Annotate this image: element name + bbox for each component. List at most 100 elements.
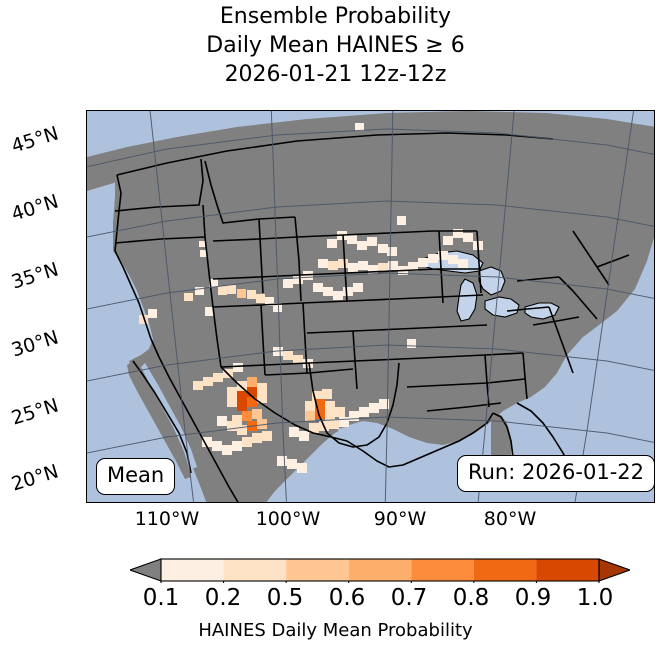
colorbar-band	[411, 559, 474, 581]
probability-cell	[312, 391, 322, 401]
map-plot	[87, 111, 654, 502]
probability-cell	[315, 409, 325, 419]
probability-cell	[357, 241, 367, 250]
probability-cell	[327, 239, 337, 248]
cbar-tick-0: 0.1	[142, 585, 180, 611]
probability-cell	[273, 347, 283, 356]
probability-cell	[463, 233, 473, 242]
ytick-label-45n: 45°N	[8, 122, 62, 158]
probability-cell	[277, 456, 287, 466]
probability-cell	[252, 433, 262, 443]
probability-cell	[237, 381, 247, 391]
probability-cell	[325, 401, 335, 411]
probability-cell	[293, 355, 303, 364]
probability-cell	[318, 259, 328, 268]
probability-cell	[339, 417, 349, 427]
probability-cell	[205, 307, 214, 316]
probability-cell	[359, 407, 369, 417]
probability-cell	[265, 297, 274, 306]
probability-cell	[303, 271, 313, 280]
probability-cell	[232, 441, 242, 451]
probability-cell	[218, 286, 227, 295]
probability-cell	[227, 421, 237, 431]
probability-cell	[329, 419, 339, 429]
colorbar-band	[161, 559, 224, 581]
probability-cell	[184, 293, 193, 301]
probability-cell	[387, 247, 397, 256]
colorbar-band	[223, 559, 287, 581]
colorbar-under-arrow	[130, 558, 162, 582]
probability-cell	[343, 287, 353, 296]
probability-cell	[353, 283, 363, 292]
colorbar-svg	[130, 558, 630, 583]
probability-cell	[293, 275, 303, 284]
probability-cell	[199, 241, 206, 247]
title-line-2: Daily Mean HAINES ≥ 6	[206, 33, 465, 58]
cbar-tick-4: 0.7	[390, 585, 428, 611]
probability-cell	[209, 279, 218, 287]
probability-cell	[193, 381, 203, 390]
probability-cell	[203, 377, 213, 386]
probability-cell	[378, 244, 388, 253]
probability-cell	[257, 419, 267, 429]
colorbar-band	[348, 559, 412, 581]
colorbar-over-arrow	[598, 558, 630, 582]
probability-cell	[257, 393, 267, 403]
probability-cell	[305, 401, 315, 411]
colorbar-band	[536, 559, 599, 581]
probability-cell	[195, 287, 204, 295]
probability-cell	[428, 254, 438, 263]
ytick-label-30n: 30°N	[8, 326, 62, 362]
colorbar-title: HAINES Daily Mean Probability	[198, 620, 473, 641]
probability-cell	[232, 415, 242, 425]
ytick-label-40n: 40°N	[8, 190, 62, 226]
probability-cell	[237, 289, 246, 298]
cbar-tick-2: 0.5	[266, 585, 304, 611]
probability-cell	[262, 431, 272, 441]
probability-cell	[348, 263, 358, 272]
probability-cell	[355, 123, 364, 131]
map-axes[interactable]	[86, 110, 655, 503]
probability-cell	[227, 387, 237, 397]
probability-cell	[407, 339, 416, 348]
probability-cell	[453, 229, 463, 238]
probability-cell	[217, 416, 227, 426]
xtick-label-80w: 80°W	[483, 508, 537, 530]
run-date-label-box[interactable]: Run: 2026-01-22	[456, 455, 655, 492]
colorbar-tick-labels: 0.1 0.2 0.5 0.6 0.7 0.8 0.9 1.0	[0, 585, 671, 613]
mean-label-box[interactable]: Mean	[96, 458, 176, 495]
probability-cell	[333, 291, 343, 300]
probability-cell	[283, 351, 293, 360]
cbar-tick-6: 0.9	[514, 585, 552, 611]
probability-cell	[397, 216, 406, 225]
xtick-label-110w: 110°W	[134, 508, 200, 530]
xtick-label-90w: 90°W	[373, 508, 427, 530]
probability-cell	[273, 303, 282, 312]
probability-cell	[305, 411, 315, 421]
probability-cell	[227, 285, 236, 294]
cbar-tick-3: 0.6	[328, 585, 366, 611]
probability-cell	[213, 373, 223, 382]
colorbar[interactable]	[130, 557, 630, 583]
probability-cell	[378, 263, 388, 272]
probability-cell	[242, 437, 252, 447]
probability-cell	[299, 431, 309, 441]
title-line-3: 2026-01-21 12z-12z	[224, 62, 447, 87]
probability-cell	[408, 262, 418, 271]
title-line-1: Ensemble Probability	[219, 4, 452, 29]
probability-cell	[227, 397, 237, 407]
probability-cell	[242, 411, 252, 421]
probability-cell	[257, 383, 267, 393]
probability-cell	[358, 261, 368, 270]
ytick-label-20n: 20°N	[8, 460, 62, 496]
probability-cell	[237, 425, 247, 435]
probability-cell	[349, 411, 359, 421]
probability-cell	[309, 423, 319, 433]
probability-cell	[438, 251, 448, 260]
ytick-label-25n: 25°N	[8, 394, 62, 430]
probability-cell	[237, 401, 247, 411]
probability-cell	[325, 411, 335, 421]
ytick-label-35n: 35°N	[8, 258, 62, 294]
probability-cell	[315, 399, 325, 409]
